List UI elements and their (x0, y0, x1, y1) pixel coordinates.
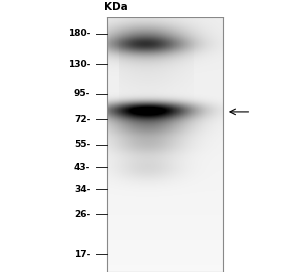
Text: 72-: 72- (74, 115, 90, 124)
Text: 34-: 34- (74, 185, 90, 194)
Text: 55-: 55- (74, 140, 90, 149)
Text: 130-: 130- (68, 60, 90, 69)
Text: 26-: 26- (74, 210, 90, 219)
Text: 95-: 95- (74, 89, 90, 98)
Text: 43-: 43- (74, 163, 90, 172)
Text: KDa: KDa (104, 2, 128, 12)
Text: 17-: 17- (74, 250, 90, 258)
Text: 180-: 180- (68, 29, 90, 39)
